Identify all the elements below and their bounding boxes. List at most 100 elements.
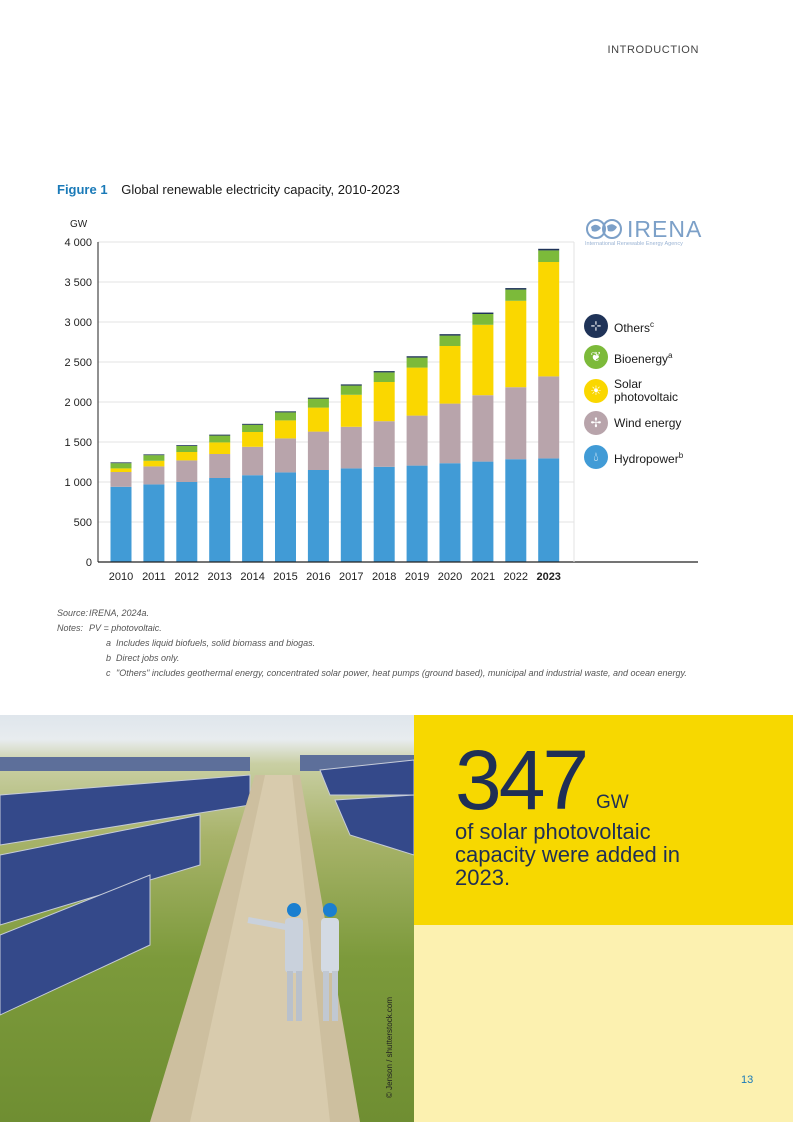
bar-segment-bioenergy xyxy=(275,412,296,421)
bar-segment-solar-photovoltaic xyxy=(176,452,198,461)
bar-segment-others xyxy=(143,454,165,456)
bar-segment-hydropower xyxy=(275,472,296,562)
bar-segment-wind-energy xyxy=(209,454,231,478)
bar-segment-wind-energy xyxy=(472,395,494,462)
figure-title: Figure 1 Global renewable electricity ca… xyxy=(57,182,400,197)
bar-segment-wind-energy xyxy=(176,460,198,482)
legend-item-solar: ☀ Solar photovoltaic xyxy=(584,376,704,406)
bar-segment-wind-energy xyxy=(505,387,527,460)
legend-item-hydropower: 💧︎ Hydropowerb xyxy=(584,443,683,471)
bar-segment-bioenergy xyxy=(307,398,329,408)
notes-pv: PV = photovoltaic. xyxy=(89,623,162,633)
bar-segment-hydropower xyxy=(340,468,362,562)
bar-segment-others xyxy=(340,384,362,386)
plug-icon: ⊹ xyxy=(584,314,608,338)
legend-sup: a xyxy=(668,350,673,360)
x-tick-label: 2016 xyxy=(306,571,330,583)
x-tick-label: 2018 xyxy=(372,571,396,583)
y-tick-label: 2 500 xyxy=(64,357,92,369)
x-tick-label: 2011 xyxy=(142,571,166,583)
x-tick-label: 2022 xyxy=(504,571,528,583)
y-axis-label: GW xyxy=(70,219,88,230)
bar-segment-wind-energy xyxy=(373,421,395,467)
leaf-icon: ❦ xyxy=(584,345,608,369)
x-tick-label: 2021 xyxy=(471,571,495,583)
solar-farm-photo xyxy=(0,715,414,1122)
x-tick-label: 2015 xyxy=(273,571,297,583)
bar-segment-solar-photovoltaic xyxy=(242,432,264,447)
legend-item-wind: ✢ Wind energy xyxy=(584,409,681,437)
y-tick-label: 500 xyxy=(74,517,92,529)
x-tick-label: 2023 xyxy=(536,571,560,583)
legend-label: Others xyxy=(614,320,651,335)
bar-segment-bioenergy xyxy=(143,455,165,461)
note-text: Includes liquid biofuels, solid biomass … xyxy=(116,638,316,648)
section-label: INTRODUCTION xyxy=(607,44,699,56)
note-text: "Others" includes geothermal energy, con… xyxy=(116,668,687,678)
stat-callout-lower xyxy=(414,925,793,1122)
bar-segment-others xyxy=(538,248,560,251)
bar-segment-bioenergy xyxy=(340,385,362,395)
legend-item-others: ⊹ Othersc xyxy=(584,312,654,340)
bar-segment-hydropower xyxy=(505,459,527,562)
bar-segment-others xyxy=(472,312,494,314)
bar-segment-solar-photovoltaic xyxy=(275,420,296,439)
bar-segment-hydropower xyxy=(110,486,132,562)
bar-segment-wind-energy xyxy=(307,431,329,470)
notes-label: Notes: xyxy=(57,623,84,633)
x-tick-label: 2012 xyxy=(175,571,199,583)
bar-segment-hydropower xyxy=(439,463,461,562)
irena-logo-text: IRENA xyxy=(627,216,703,242)
bar-segment-solar-photovoltaic xyxy=(307,407,329,432)
y-tick-label: 1 000 xyxy=(64,477,92,489)
bar-segment-hydropower xyxy=(538,458,560,562)
bar-segment-bioenergy xyxy=(176,446,198,452)
bar-segment-solar-photovoltaic xyxy=(373,382,395,422)
y-tick-label: 3 500 xyxy=(64,277,92,289)
bar-segment-bioenergy xyxy=(439,335,461,346)
wind-turbine-icon: ✢ xyxy=(584,411,608,435)
bar-segment-hydropower xyxy=(176,482,198,562)
bar-segment-hydropower xyxy=(242,475,264,562)
legend-label: Wind energy xyxy=(614,415,682,430)
note-letter: c xyxy=(106,668,111,678)
bar-segment-hydropower xyxy=(143,484,165,562)
bar-segment-wind-energy xyxy=(439,403,461,464)
bar-segment-bioenergy xyxy=(242,424,264,432)
x-tick-label: 2013 xyxy=(207,571,231,583)
bar-segment-wind-energy xyxy=(538,376,560,459)
x-tick-label: 2019 xyxy=(405,571,429,583)
bar-segment-others xyxy=(505,288,527,290)
legend-label: Solar photovoltaic xyxy=(614,377,679,404)
x-tick-label: 2020 xyxy=(438,571,462,583)
sun-icon: ☀ xyxy=(584,379,608,403)
note-letter: b xyxy=(106,653,112,663)
stat-description: of solar photovoltaic capacity were adde… xyxy=(455,819,681,890)
bar-segment-bioenergy xyxy=(472,314,494,325)
note-text: Direct jobs only. xyxy=(116,653,180,663)
bar-segment-wind-energy xyxy=(340,426,362,469)
page-number: 13 xyxy=(741,1074,754,1086)
x-tick-label: 2010 xyxy=(109,571,133,583)
y-tick-label: 0 xyxy=(86,557,92,569)
y-tick-label: 4 000 xyxy=(64,237,92,249)
bar-segment-others xyxy=(110,462,132,464)
stat-callout xyxy=(414,715,793,925)
bar-segment-bioenergy xyxy=(538,250,560,262)
source-label: Source: xyxy=(57,608,89,618)
bar-segment-others xyxy=(373,371,395,373)
bar-segment-solar-photovoltaic xyxy=(538,262,560,377)
note-letter: a xyxy=(106,638,112,648)
bar-segment-solar-photovoltaic xyxy=(143,460,165,467)
bar-segment-hydropower xyxy=(307,470,329,562)
bar-segment-wind-energy xyxy=(110,472,132,487)
y-tick-label: 1 500 xyxy=(64,437,92,449)
bar-segment-solar-photovoltaic xyxy=(406,367,428,416)
bar-segment-solar-photovoltaic xyxy=(110,468,132,472)
solar-farm-illustration xyxy=(0,755,414,1122)
x-tick-label: 2017 xyxy=(339,571,363,583)
bar-segment-solar-photovoltaic xyxy=(439,346,461,404)
water-drop-icon: 💧︎ xyxy=(584,445,608,469)
bar-segment-hydropower xyxy=(209,478,231,562)
bar-segment-others xyxy=(439,334,461,336)
